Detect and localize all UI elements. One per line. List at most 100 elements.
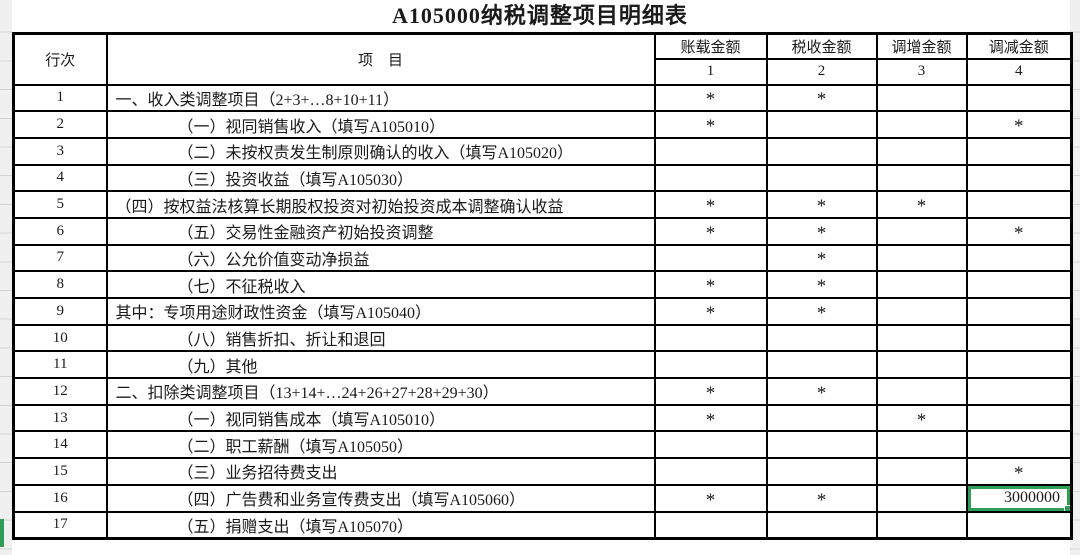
cell-amount-col3[interactable] [875, 510, 968, 540]
cell-amount-col3[interactable] [875, 216, 968, 246]
cell-amount-col1[interactable]: * [653, 377, 768, 406]
cell-amount-col3[interactable] [875, 297, 968, 326]
cell-line-number[interactable]: 12 [12, 377, 108, 406]
cell-line-number[interactable]: 10 [12, 323, 108, 353]
cell-line-number[interactable]: 7 [12, 243, 108, 273]
cell-amount-col3[interactable]: * [875, 403, 968, 433]
cell-item[interactable]: （三）投资收益（填写A105030） [105, 163, 656, 193]
cell-item[interactable]: （七）不征税收入 [105, 270, 656, 299]
cell-amount-col1[interactable]: * [653, 403, 768, 433]
header-col-num-3[interactable]: 3 [875, 57, 968, 86]
cell-amount-col2[interactable]: * [765, 190, 878, 219]
cell-amount-col4[interactable] [965, 430, 1073, 460]
cell-item[interactable]: 二、扣除类调整项目（13+14+…24+26+27+28+29+30） [105, 377, 656, 406]
cell-amount-col1[interactable]: * [653, 216, 768, 246]
cell-item[interactable]: （四）按权益法核算长期股权投资对初始投资成本调整确认收益 [105, 190, 656, 219]
cell-amount-col3[interactable] [875, 163, 968, 193]
cell-line-number[interactable]: 2 [12, 110, 108, 139]
cell-amount-col3[interactable] [875, 83, 968, 113]
cell-line-number[interactable]: 9 [12, 297, 108, 326]
cell-amount-col4[interactable] [965, 163, 1073, 193]
cell-line-number[interactable]: 1 [12, 83, 108, 113]
header-line-number[interactable]: 行次 [12, 32, 108, 86]
cell-amount-col3[interactable]: * [875, 190, 968, 219]
cell-line-number[interactable]: 4 [12, 163, 108, 193]
cell-item[interactable]: （六）公允价值变动净损益 [105, 243, 656, 273]
header-item[interactable]: 项 目 [105, 32, 656, 86]
cell-amount-col4[interactable] [965, 350, 1073, 380]
cell-amount-col1[interactable]: * [653, 83, 768, 113]
cell-amount-col2[interactable] [765, 110, 878, 139]
cell-line-number[interactable]: 16 [12, 483, 108, 513]
cell-amount-col2[interactable]: * [765, 83, 878, 113]
cell-amount-col3[interactable] [875, 270, 968, 299]
cell-amount-col4[interactable] [965, 270, 1073, 299]
cell-amount-col1[interactable]: * [653, 190, 768, 219]
cell-item[interactable]: （四）广告费和业务宣传费支出（填写A105060） [105, 483, 656, 513]
cell-amount-col1[interactable] [653, 350, 768, 380]
header-book-amount[interactable]: 账载金额 [653, 32, 768, 60]
cell-line-number[interactable]: 8 [12, 270, 108, 299]
cell-amount-col2[interactable]: * [765, 377, 878, 406]
cell-amount-col2[interactable] [765, 510, 878, 540]
cell-amount-col2[interactable] [765, 323, 878, 353]
cell-amount-col3[interactable] [875, 430, 968, 460]
cell-line-number[interactable]: 6 [12, 216, 108, 246]
cell-amount-col4[interactable] [965, 83, 1073, 113]
cell-amount-col3[interactable] [875, 136, 968, 166]
cell-amount-col2[interactable] [765, 403, 878, 433]
cell-amount-col2[interactable] [765, 136, 878, 166]
cell-amount-col1[interactable]: * [653, 297, 768, 326]
cell-line-number[interactable]: 14 [12, 430, 108, 460]
cell-item[interactable]: （一）视同销售收入（填写A105010） [105, 110, 656, 139]
cell-line-number[interactable]: 11 [12, 350, 108, 380]
cell-amount-col1[interactable] [653, 510, 768, 540]
cell-amount-col3[interactable] [875, 243, 968, 273]
cell-amount-col1[interactable] [653, 163, 768, 193]
header-tax-amount[interactable]: 税收金额 [765, 32, 878, 60]
header-increase-amount[interactable]: 调增金额 [875, 32, 968, 60]
cell-item[interactable]: 其中：专项用途财政性资金（填写A105040） [105, 297, 656, 326]
cell-amount-col4[interactable] [965, 136, 1073, 166]
cell-amount-col1[interactable]: * [653, 110, 768, 139]
cell-amount-col1[interactable]: * [653, 483, 768, 513]
cell-amount-col2[interactable]: * [765, 216, 878, 246]
cell-amount-col1[interactable] [653, 457, 768, 486]
cell-amount-col4[interactable]: * [965, 216, 1073, 246]
header-col-num-2[interactable]: 2 [765, 57, 878, 86]
cell-item[interactable]: （五）捐赠支出（填写A105070） [105, 510, 656, 540]
header-decrease-amount[interactable]: 调减金额 [965, 32, 1073, 60]
cell-line-number[interactable]: 3 [12, 136, 108, 166]
cell-amount-col1[interactable] [653, 430, 768, 460]
cell-item[interactable]: （三）业务招待费支出 [105, 457, 656, 486]
cell-amount-col4[interactable] [965, 323, 1073, 353]
cell-amount-col2[interactable] [765, 457, 878, 486]
cell-item[interactable]: （九）其他 [105, 350, 656, 380]
cell-amount-col4[interactable]: * [965, 110, 1073, 139]
cell-amount-col4[interactable]: * [965, 457, 1073, 486]
cell-amount-col1[interactable] [653, 136, 768, 166]
cell-amount-col3[interactable] [875, 110, 968, 139]
cell-amount-col2[interactable] [765, 430, 878, 460]
cell-amount-col4[interactable] [965, 510, 1073, 540]
cell-amount-col3[interactable] [875, 457, 968, 486]
cell-item[interactable]: （二）未按权责发生制原则确认的收入（填写A105020） [105, 136, 656, 166]
cell-amount-col2[interactable]: * [765, 297, 878, 326]
cell-item[interactable]: 一、收入类调整项目（2+3+…8+10+11） [105, 83, 656, 113]
cell-amount-col1[interactable] [653, 323, 768, 353]
cell-line-number[interactable]: 17 [12, 510, 108, 540]
cell-amount-col4[interactable] [965, 403, 1073, 433]
cell-amount-col2[interactable]: * [765, 243, 878, 273]
cell-amount-col3[interactable] [875, 483, 968, 513]
cell-amount-col3[interactable] [875, 350, 968, 380]
cell-amount-col1[interactable] [653, 243, 768, 273]
cell-amount-col1[interactable]: * [653, 270, 768, 299]
selected-cell[interactable]: 3000000 [965, 483, 1073, 513]
cell-item[interactable]: （二）职工薪酬（填写A105050） [105, 430, 656, 460]
cell-line-number[interactable]: 13 [12, 403, 108, 433]
cell-line-number[interactable]: 15 [12, 457, 108, 486]
cell-amount-col2[interactable] [765, 163, 878, 193]
cell-amount-col4[interactable] [965, 243, 1073, 273]
cell-amount-col2[interactable]: * [765, 483, 878, 513]
cell-amount-col3[interactable] [875, 323, 968, 353]
